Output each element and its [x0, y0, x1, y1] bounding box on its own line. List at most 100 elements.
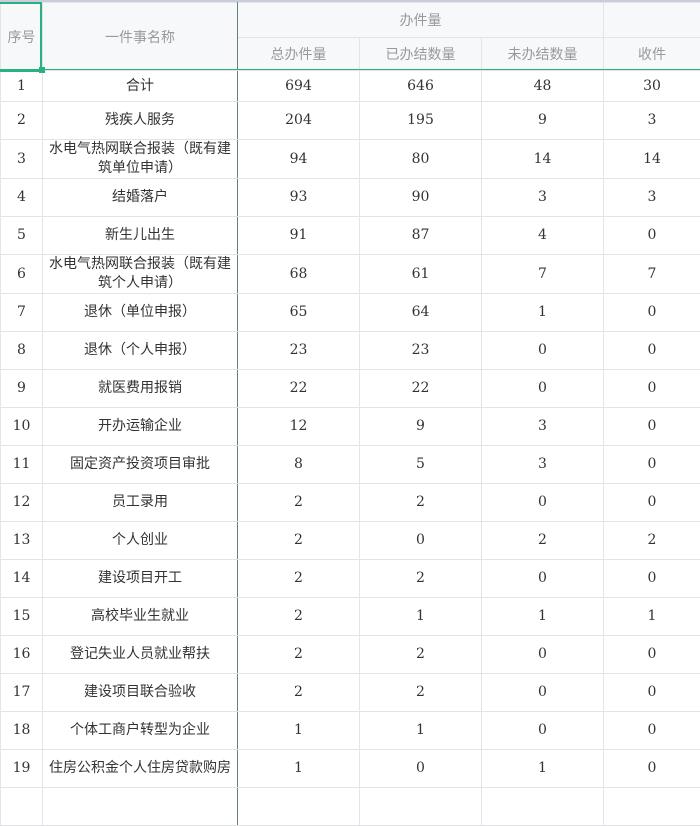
cell-pending[interactable]: 0	[482, 674, 604, 712]
cell-total[interactable]: 2	[238, 674, 360, 712]
cell-done[interactable]: 195	[360, 102, 482, 140]
cell-name[interactable]: 水电气热网联合报装（既有建筑单位申请）	[43, 140, 238, 179]
cell-pending[interactable]: 0	[482, 332, 604, 370]
cell-seq[interactable]: 8	[1, 332, 43, 370]
cell-seq[interactable]: 15	[1, 598, 43, 636]
cell-seq[interactable]: 11	[1, 446, 43, 484]
cell-empty[interactable]	[1, 788, 43, 826]
cell-pending[interactable]: 1	[482, 750, 604, 788]
cell-name[interactable]: 建设项目开工	[43, 560, 238, 598]
cell-total[interactable]: 1	[238, 712, 360, 750]
cell-pending[interactable]: 3	[482, 408, 604, 446]
cell-seq[interactable]: 19	[1, 750, 43, 788]
header-total[interactable]: 总办件量	[238, 38, 360, 71]
cell-total[interactable]: 68	[238, 255, 360, 294]
cell-received[interactable]: 0	[604, 750, 700, 788]
cell-received[interactable]: 0	[604, 294, 700, 332]
cell-name[interactable]: 住房公积金个人住房贷款购房	[43, 750, 238, 788]
cell-total[interactable]: 204	[238, 102, 360, 140]
cell-pending[interactable]: 0	[482, 560, 604, 598]
cell-name[interactable]: 退休（单位申报）	[43, 294, 238, 332]
cell-received[interactable]: 0	[604, 332, 700, 370]
header-group-volume[interactable]: 办件量	[238, 3, 604, 38]
cell-done[interactable]: 61	[360, 255, 482, 294]
cell-done[interactable]: 90	[360, 179, 482, 217]
cell-pending[interactable]: 4	[482, 217, 604, 255]
cell-done[interactable]: 646	[360, 71, 482, 102]
cell-done[interactable]: 23	[360, 332, 482, 370]
cell-seq[interactable]: 6	[1, 255, 43, 294]
cell-pending[interactable]: 1	[482, 598, 604, 636]
cell-seq[interactable]: 7	[1, 294, 43, 332]
cell-seq[interactable]: 5	[1, 217, 43, 255]
cell-empty[interactable]	[43, 788, 238, 826]
cell-received[interactable]: 3	[604, 102, 700, 140]
cell-pending[interactable]: 7	[482, 255, 604, 294]
cell-received[interactable]: 1	[604, 598, 700, 636]
header-name[interactable]: 一件事名称	[43, 3, 238, 71]
cell-received[interactable]: 0	[604, 370, 700, 408]
cell-done[interactable]: 2	[360, 560, 482, 598]
cell-received[interactable]: 0	[604, 408, 700, 446]
cell-done[interactable]: 5	[360, 446, 482, 484]
cell-pending[interactable]: 0	[482, 370, 604, 408]
cell-pending[interactable]: 0	[482, 484, 604, 522]
cell-name[interactable]: 建设项目联合验收	[43, 674, 238, 712]
cell-done[interactable]: 2	[360, 636, 482, 674]
cell-name[interactable]: 固定资产投资项目审批	[43, 446, 238, 484]
fill-handle[interactable]	[39, 67, 45, 73]
cell-done[interactable]: 87	[360, 217, 482, 255]
cell-seq[interactable]: 3	[1, 140, 43, 179]
cell-seq[interactable]: 16	[1, 636, 43, 674]
cell-pending[interactable]: 0	[482, 636, 604, 674]
cell-name[interactable]: 水电气热网联合报装（既有建筑个人申请）	[43, 255, 238, 294]
cell-name[interactable]: 残疾人服务	[43, 102, 238, 140]
header-pending[interactable]: 未办结数量	[482, 38, 604, 71]
cell-name[interactable]: 开办运输企业	[43, 408, 238, 446]
cell-seq[interactable]: 2	[1, 102, 43, 140]
cell-seq[interactable]: 4	[1, 179, 43, 217]
cell-done[interactable]: 2	[360, 484, 482, 522]
cell-received[interactable]: 0	[604, 484, 700, 522]
cell-name[interactable]: 新生儿出生	[43, 217, 238, 255]
cell-received[interactable]: 30	[604, 71, 700, 102]
cell-name[interactable]: 高校毕业生就业	[43, 598, 238, 636]
cell-total[interactable]: 22	[238, 370, 360, 408]
cell-total[interactable]: 93	[238, 179, 360, 217]
cell-pending[interactable]: 3	[482, 446, 604, 484]
cell-pending[interactable]: 48	[482, 71, 604, 102]
cell-total[interactable]: 8	[238, 446, 360, 484]
cell-pending[interactable]: 3	[482, 179, 604, 217]
cell-total[interactable]: 694	[238, 71, 360, 102]
cell-received[interactable]: 7	[604, 255, 700, 294]
cell-done[interactable]: 9	[360, 408, 482, 446]
cell-done[interactable]: 22	[360, 370, 482, 408]
cell-pending[interactable]: 0	[482, 712, 604, 750]
cell-name[interactable]: 退休（个人申报）	[43, 332, 238, 370]
cell-received[interactable]: 0	[604, 712, 700, 750]
cell-empty[interactable]	[604, 788, 700, 826]
cell-name[interactable]: 个人创业	[43, 522, 238, 560]
cell-name[interactable]: 个体工商户转型为企业	[43, 712, 238, 750]
cell-empty[interactable]	[482, 788, 604, 826]
cell-total[interactable]: 2	[238, 598, 360, 636]
cell-received[interactable]: 0	[604, 217, 700, 255]
cell-seq[interactable]: 10	[1, 408, 43, 446]
cell-pending[interactable]: 1	[482, 294, 604, 332]
cell-received[interactable]: 2	[604, 522, 700, 560]
cell-pending[interactable]: 14	[482, 140, 604, 179]
cell-name[interactable]: 就医费用报销	[43, 370, 238, 408]
cell-done[interactable]: 80	[360, 140, 482, 179]
cell-name[interactable]: 员工录用	[43, 484, 238, 522]
cell-done[interactable]: 1	[360, 598, 482, 636]
cell-received[interactable]: 0	[604, 636, 700, 674]
cell-received[interactable]: 0	[604, 446, 700, 484]
cell-seq[interactable]: 13	[1, 522, 43, 560]
cell-total[interactable]: 2	[238, 636, 360, 674]
cell-pending[interactable]: 9	[482, 102, 604, 140]
cell-total[interactable]: 65	[238, 294, 360, 332]
cell-seq[interactable]: 18	[1, 712, 43, 750]
cell-seq[interactable]: 12	[1, 484, 43, 522]
cell-total[interactable]: 2	[238, 484, 360, 522]
cell-done[interactable]: 64	[360, 294, 482, 332]
